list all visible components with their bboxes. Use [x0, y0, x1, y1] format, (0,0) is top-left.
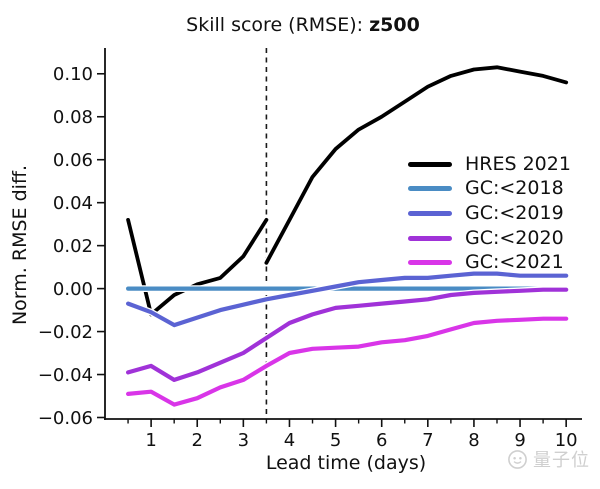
legend-line-swatch — [408, 260, 452, 266]
y-tick-label: 0.08 — [53, 107, 93, 128]
legend-item: HRES 2021 — [408, 152, 571, 177]
x-tick-label: 2 — [192, 430, 203, 451]
y-tick-label: 0.04 — [53, 193, 93, 214]
title-prefix: Skill score (RMSE): — [186, 14, 369, 36]
x-tick-label: 10 — [555, 430, 578, 451]
legend-line-swatch — [408, 161, 452, 167]
legend: HRES 2021 GC:<2018 GC:<2019 GC:<2020 GC:… — [408, 152, 571, 275]
legend-item: GC:<2018 — [408, 177, 571, 202]
qbitai-logo-icon — [508, 449, 527, 469]
legend-line-swatch — [408, 210, 452, 216]
series-halo-GC:<2020 — [124, 286, 570, 384]
y-axis-label: Norm. RMSE diff. — [9, 165, 31, 325]
chart-title: Skill score (RMSE): z500 — [186, 14, 420, 36]
legend-label: HRES 2021 — [465, 152, 571, 175]
x-tick-label: 5 — [330, 430, 341, 451]
series-line-GC:<2020 — [126, 287, 569, 382]
legend-item: GC:<2020 — [408, 226, 571, 251]
x-tick-label: 6 — [376, 430, 387, 451]
y-tick-label: 0.10 — [53, 64, 93, 85]
x-tick-label: 8 — [468, 430, 479, 451]
y-tick-label: −0.02 — [38, 322, 93, 343]
legend-label: GC:<2018 — [465, 177, 564, 200]
legend-item: GC:<2021 — [408, 250, 571, 275]
x-axis-label: Lead time (days) — [266, 452, 426, 474]
series-halo-GC:<2021 — [124, 315, 570, 409]
y-tick-label: 0.02 — [53, 236, 93, 257]
legend-line-swatch — [408, 235, 452, 241]
series-line-GC:<2021 — [126, 316, 569, 407]
x-tick-label: 9 — [514, 430, 525, 451]
x-tick-label: 7 — [422, 430, 433, 451]
legend-label: GC:<2019 — [465, 201, 564, 224]
title-variable: z500 — [369, 14, 420, 36]
x-tick-label: 3 — [238, 430, 249, 451]
series-line-HRES 2021 — [126, 217, 269, 317]
watermark: 量子位 — [506, 446, 590, 472]
watermark-text: 量子位 — [533, 450, 590, 471]
y-tick-label: −0.04 — [38, 365, 93, 386]
legend-item: GC:<2019 — [408, 201, 571, 226]
x-tick-label: 4 — [284, 430, 295, 451]
y-tick-label: 0.06 — [53, 150, 93, 171]
x-tick-label: 1 — [145, 430, 156, 451]
y-tick-label: 0.00 — [53, 279, 93, 300]
series-line-HRES 2021 — [264, 65, 569, 265]
legend-label: GC:<2020 — [465, 226, 564, 249]
legend-line-swatch — [408, 186, 452, 192]
series-line-GC:<2019 — [126, 271, 569, 328]
y-tick-label: −0.06 — [38, 408, 93, 429]
legend-label: GC:<2021 — [465, 251, 564, 274]
